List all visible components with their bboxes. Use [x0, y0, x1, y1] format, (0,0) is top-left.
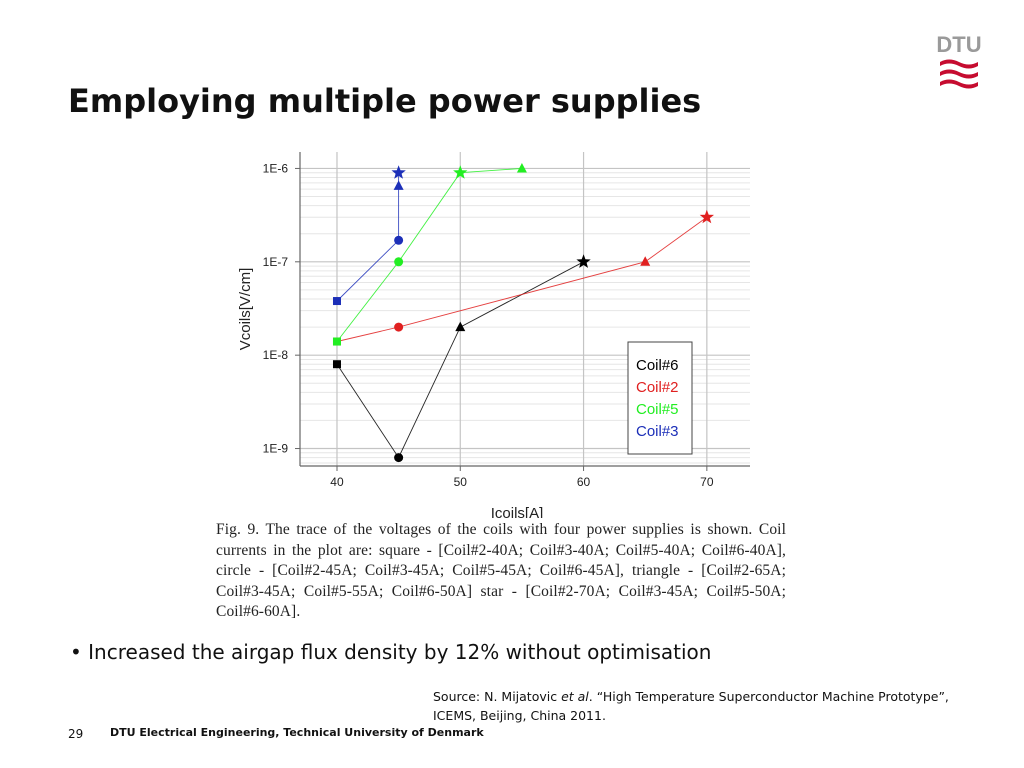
x-tick-label: 70: [700, 475, 714, 489]
dtu-logo: DTU: [936, 32, 982, 89]
y-tick-label: 1E-7: [263, 255, 289, 269]
bullet-item: • Increased the airgap flux density by 1…: [70, 640, 711, 664]
square-marker: [332, 337, 341, 346]
source-italic: et al: [561, 689, 589, 704]
x-tick-label: 60: [577, 475, 591, 489]
figure-caption: Fig. 9. The trace of the voltages of the…: [216, 521, 786, 621]
star-marker: [576, 254, 591, 268]
series-line-coil3: [336, 172, 400, 302]
source-suffix: . “High Temperature Superconductor Machi…: [433, 689, 949, 723]
dtu-logo-text: DTU: [936, 32, 981, 57]
bullet-text: Increased the airgap flux density by 12%…: [88, 640, 712, 664]
x-tick-label: 50: [454, 475, 468, 489]
legend-item-coil2: Coil#2: [636, 379, 679, 396]
y-tick-label: 1E-8: [263, 348, 289, 362]
page-number: 29: [68, 727, 84, 741]
series-line-coil2: [336, 216, 708, 342]
circle-marker: [394, 257, 404, 267]
dtu-logo-waves: [940, 59, 978, 89]
circle-marker: [394, 235, 404, 245]
star-marker: [699, 209, 714, 224]
star-marker: [391, 165, 406, 179]
y-axis-label: Vcoils[V/cm]: [237, 268, 254, 351]
series-line-coil5: [336, 167, 522, 342]
star-marker: [453, 165, 468, 179]
circle-marker: [394, 453, 404, 463]
legend-box: [627, 341, 693, 455]
legend-item-coil6: Coil#6: [636, 357, 679, 374]
slide-title: Employing multiple power supplies: [68, 82, 702, 120]
square-marker: [332, 360, 341, 369]
y-tick-label: 1E-9: [263, 442, 289, 456]
bullet-marker: •: [70, 640, 82, 664]
source-prefix: Source: N. Mijatovic: [433, 689, 562, 704]
triangle-marker: [516, 162, 527, 173]
triangle-marker: [640, 256, 651, 266]
legend-item-coil3: Coil#3: [636, 423, 679, 440]
x-tick-label: 40: [330, 475, 344, 489]
x-axis-label: Icoils[A]: [491, 505, 544, 518]
coil-voltage-chart: 1E-9 1E-8 1E-7 1E-6 40 50 60 70 Icoils[A] Vcoils[…: [237, 152, 750, 518]
circle-marker: [394, 322, 404, 332]
footer-text: DTU Electrical Engineering, Technical Un…: [110, 726, 484, 739]
square-marker: [332, 297, 341, 306]
y-tick-label: 1E-6: [263, 161, 289, 175]
triangle-marker: [393, 180, 404, 190]
source-citation: Source: N. Mijatovic et al. “High Temper…: [433, 687, 993, 725]
legend-item-coil5: Coil#5: [636, 401, 679, 418]
triangle-marker: [455, 321, 466, 332]
